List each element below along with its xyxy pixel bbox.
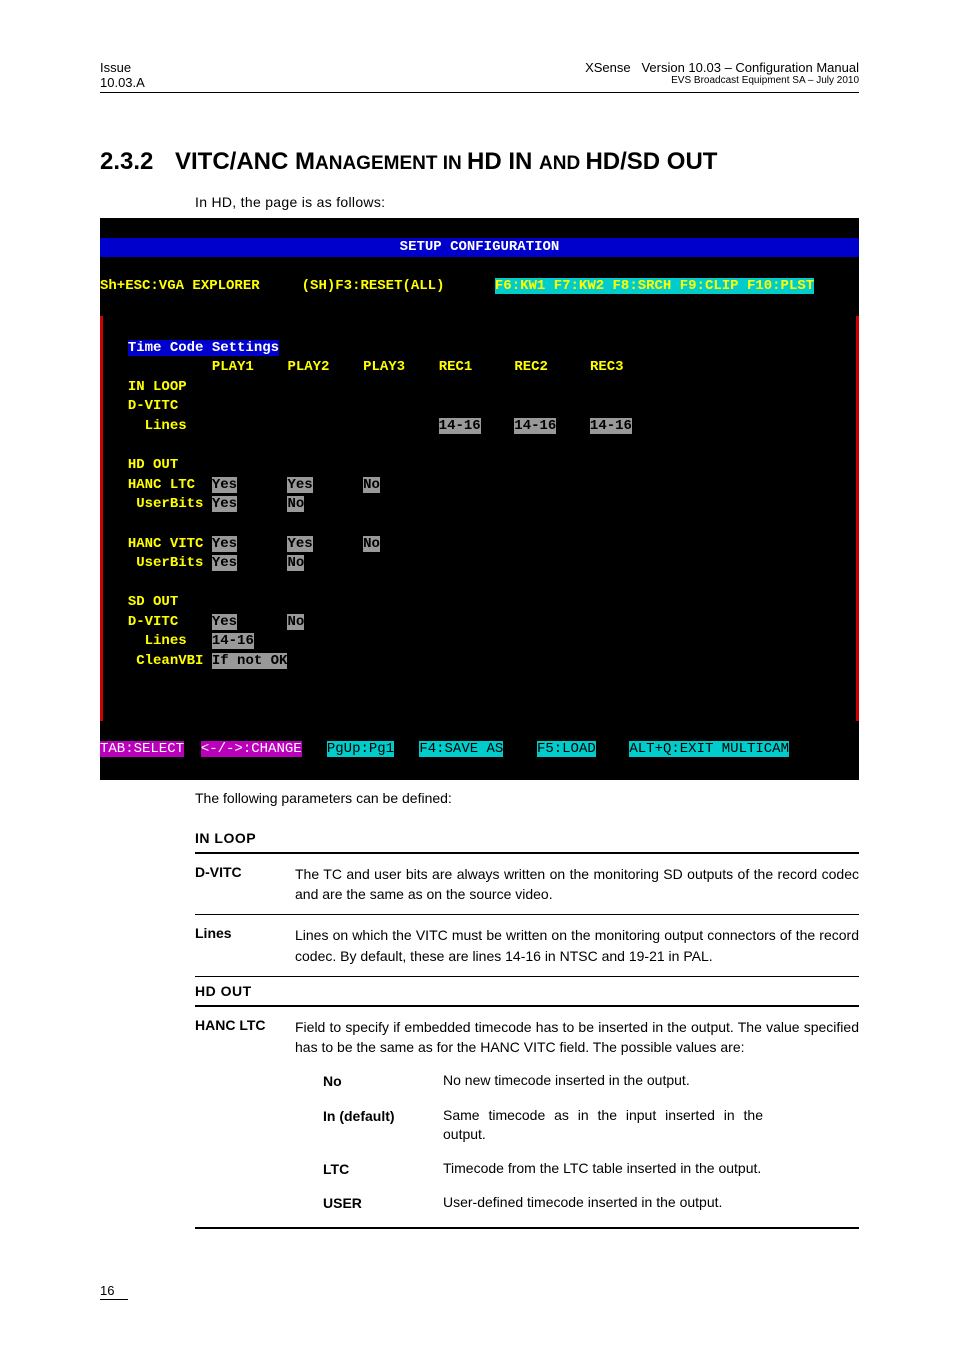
param-desc: Field to specify if embedded timecode ha… bbox=[295, 1017, 859, 1058]
terminal-body: Time Code Settings PLAY1 PLAY2 PLAY3 REC… bbox=[100, 316, 859, 721]
issue-label: Issue bbox=[100, 60, 145, 75]
company: EVS Broadcast Equipment SA – July 2010 bbox=[585, 75, 859, 86]
product: XSense bbox=[585, 60, 631, 75]
terminal-topbar: Sh+ESC:VGA EXPLORER (SH)F3:RESET(ALL) F6… bbox=[100, 277, 859, 297]
param-name: D-VITC bbox=[195, 864, 295, 905]
hdout-heading: HD OUT bbox=[195, 977, 859, 1007]
inloop-heading: IN LOOP bbox=[195, 824, 859, 854]
option-row: USERUser-defined timecode inserted in th… bbox=[323, 1193, 859, 1213]
heading-number: 2.3.2 bbox=[100, 148, 175, 176]
intro-text: In HD, the page is as follows: bbox=[195, 194, 859, 210]
section-heading: 2.3.2VITC/ANC MANAGEMENT IN HD IN AND HD… bbox=[100, 148, 859, 176]
option-row: In (default)Same timecode as in the inpu… bbox=[323, 1106, 859, 1145]
issue-value: 10.03.A bbox=[100, 75, 145, 90]
table-row: Lines Lines on which the VITC must be wr… bbox=[195, 915, 859, 977]
page-number: 16 bbox=[100, 1283, 128, 1300]
page-header: Issue 10.03.A XSense Version 10.03 – Con… bbox=[100, 60, 859, 93]
terminal-title: SETUP CONFIGURATION bbox=[100, 238, 859, 258]
version: Version 10.03 – Configuration Manual bbox=[641, 60, 859, 75]
param-desc: Lines on which the VITC must be written … bbox=[295, 925, 859, 966]
param-name: Lines bbox=[195, 925, 295, 966]
table-row: D-VITC The TC and user bits are always w… bbox=[195, 854, 859, 916]
terminal-screenshot: SETUP CONFIGURATION Sh+ESC:VGA EXPLORER … bbox=[100, 218, 859, 780]
caption: The following parameters can be defined: bbox=[195, 790, 859, 806]
option-row: NoNo new timecode inserted in the output… bbox=[323, 1071, 859, 1091]
option-row: LTCTimecode from the LTC table inserted … bbox=[323, 1159, 859, 1179]
table-row: HANC LTC Field to specify if embedded ti… bbox=[195, 1007, 859, 1230]
param-desc: The TC and user bits are always written … bbox=[295, 864, 859, 905]
param-name: HANC LTC bbox=[195, 1017, 295, 1218]
terminal-bottombar: TAB:SELECT <-/->:CHANGE PgUp:Pg1 F4:SAVE… bbox=[100, 740, 859, 760]
